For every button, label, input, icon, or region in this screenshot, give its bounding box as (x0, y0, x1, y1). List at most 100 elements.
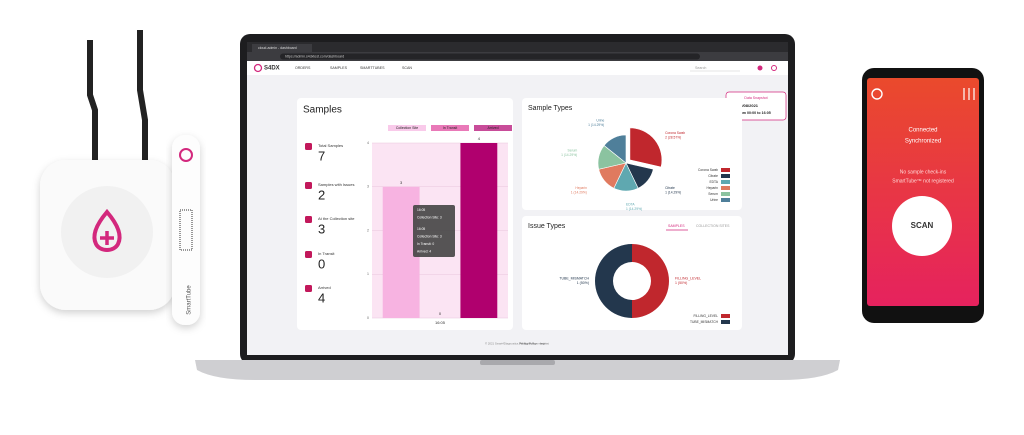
stat-label: Total Samples (318, 143, 343, 148)
footer-link[interactable]: Privacy Policy (519, 342, 537, 346)
laptop: cloud-admin - dashboard https://admin.s4… (195, 34, 840, 380)
card-title: Sample Types (528, 105, 573, 112)
stat-label: Arrived (318, 285, 331, 290)
stat-value: 2 (318, 187, 325, 202)
footer-link[interactable]: Imprint (540, 342, 549, 346)
tooltip-line: Collection Site: 3 (417, 215, 442, 219)
phone-settings[interactable] (963, 88, 975, 100)
issue-types-chart: Issue Types SAMPLES COLLECTION SITES FILLIN… (528, 223, 730, 324)
x-tick-label: 16:05 (435, 320, 446, 325)
nav-item[interactable]: SCAN (402, 66, 412, 70)
tab[interactable]: SAMPLES (668, 224, 685, 228)
legend-label: In Transit (443, 126, 457, 130)
tab[interactable] (252, 44, 312, 52)
snapshot-date: 25/08/2021 (738, 103, 759, 108)
tooltip-line: 16:05 (417, 227, 425, 231)
hub-logo (92, 208, 122, 252)
phone-logo (871, 88, 883, 100)
pie-slice (629, 127, 663, 168)
footer-copyright: © 2021 Smart4Diagnostics. All Rights Res… (485, 342, 545, 346)
stat-value: 0 (318, 256, 325, 271)
legend-swatch (474, 125, 512, 131)
message: No sample check-ins (900, 169, 947, 175)
y-tick-label: 2 (367, 228, 369, 232)
slice-value-label: 1 (14.29%) (626, 207, 642, 211)
bar-value-label: 3 (400, 180, 403, 185)
legend-label: Heparin (706, 186, 718, 190)
y-tick-label: 0 (367, 316, 369, 320)
legend-label: Collection Site (396, 126, 418, 130)
legend-swatch (721, 186, 730, 190)
tooltip (413, 205, 455, 257)
url: https://admin.s4dxtest.com/dashboard (285, 54, 344, 58)
stat-icon (305, 143, 312, 150)
donut-slice (595, 244, 632, 318)
slice-label: EDTA (626, 202, 635, 206)
slice-value-label: 1 (50%) (675, 281, 687, 285)
laptop-base (195, 360, 840, 380)
slice-label: Urine (596, 119, 604, 123)
stat-label: In Transit (318, 251, 335, 256)
url-field[interactable] (280, 53, 700, 60)
y-tick-label: 1 (367, 272, 369, 276)
legend-label: Corona Swab (698, 168, 718, 172)
tab[interactable]: COLLECTION SITES (696, 224, 730, 228)
tooltip-line: Collection Site: 3 (417, 234, 442, 238)
app-logo-icon (253, 63, 263, 73)
cable (87, 40, 98, 160)
y-tick-label: 3 (367, 185, 369, 189)
legend-label: EDTA (709, 180, 718, 184)
stat-value: 3 (318, 221, 325, 236)
bar (460, 143, 498, 318)
slice-label: Serum (568, 149, 578, 153)
legend-swatch (721, 320, 730, 324)
logout-icon[interactable] (771, 65, 777, 71)
slice-value-label: 1 (50%) (577, 281, 589, 285)
nav-item[interactable]: SMARTTUBES (360, 66, 385, 70)
hub-logo-cross (100, 231, 114, 245)
settings-icon[interactable] (757, 65, 763, 71)
legend-swatch (721, 192, 730, 196)
stat-label: At the Collection site (318, 216, 355, 221)
legend-swatch (388, 125, 426, 131)
bar-value-label: 4 (478, 136, 481, 141)
snapshot-range: from 00:00 to 16:05 (738, 111, 771, 115)
legend-swatch (721, 174, 730, 178)
tube-logo (179, 148, 193, 162)
barcode (179, 209, 193, 251)
card-title: Issue Types (528, 223, 566, 230)
phone: Connected Synchronized No sample check-i… (862, 68, 984, 323)
slice-value-label: 1 (14.29%) (571, 190, 587, 194)
donut-slice (632, 244, 669, 318)
legend-label: Arrived (487, 126, 498, 130)
slice-label: Corona Swab (665, 131, 685, 135)
legend-label: FILLING_LEVEL (693, 314, 718, 318)
slice-label: FILLING_LEVEL (675, 276, 701, 280)
tab-title: cloud-admin - dashboard (258, 46, 297, 50)
tube-label: SmartTube (187, 285, 193, 315)
nav-item[interactable]: SAMPLES (330, 66, 348, 70)
legend-label: Urine (710, 198, 718, 202)
nav-item[interactable]: ORDERS (295, 66, 311, 70)
stat-icon (305, 182, 312, 189)
legend-swatch (431, 125, 469, 131)
search[interactable]: Search (695, 66, 706, 70)
cable (137, 30, 148, 160)
legend-label: Citrate (708, 174, 718, 178)
bar-value-label: 0 (439, 311, 442, 316)
issue-types-card (522, 216, 742, 330)
stat-value: 7 (318, 148, 325, 163)
smart-tube: SmartTube (172, 135, 200, 325)
legend-label: TUBE_MISMATCH (690, 320, 719, 324)
phone-nav-bar (880, 309, 966, 317)
phone-screen (867, 78, 979, 306)
stat-icon (305, 285, 312, 292)
legend-swatch (721, 168, 730, 172)
message: SmartTube™ not registered (892, 178, 954, 184)
stat-icon (305, 216, 312, 223)
scan-button[interactable] (892, 196, 952, 256)
snapshot-title: Data Snapshot (744, 96, 767, 100)
tooltip-line: 16:05 (417, 208, 425, 212)
laptop-notch (480, 360, 555, 365)
